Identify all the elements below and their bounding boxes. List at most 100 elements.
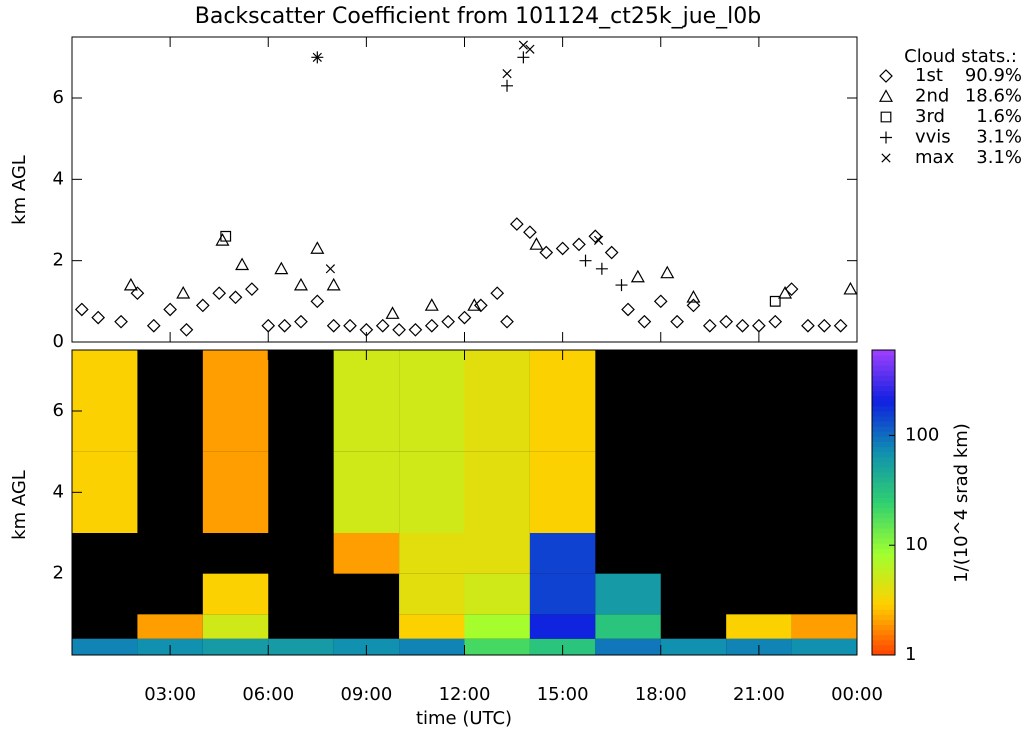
marker: [114, 314, 128, 329]
marker: [539, 245, 554, 260]
heatmap-cell: [399, 638, 465, 655]
heatmap-cell: [529, 451, 596, 533]
colorbar-segment: [872, 543, 895, 549]
marker: [752, 318, 766, 333]
colorbar-segment: [872, 380, 895, 387]
colorbar-segment: [872, 649, 895, 656]
legend-marker: [880, 111, 892, 123]
plot-frame: [71, 36, 858, 343]
marker: [843, 281, 858, 295]
marker: [637, 314, 652, 329]
colorbar-segment: [872, 365, 895, 371]
marker: [501, 79, 514, 92]
colorbar-segment: [872, 421, 895, 427]
colorbar-segment: [872, 599, 895, 605]
y-tick-label: 4: [53, 481, 64, 502]
marker: [817, 318, 832, 333]
colorbar-segment: [872, 644, 895, 651]
colorbar-segment: [872, 527, 895, 534]
y-axis-label: km AGL: [9, 470, 30, 540]
legend-label: max: [915, 147, 955, 168]
marker: [212, 286, 227, 301]
colorbar-segment: [872, 461, 895, 468]
marker: [343, 318, 357, 333]
legend-stat: 3.1%: [976, 147, 1022, 168]
chart-title: Backscatter Coefficient from 101124_ct25…: [195, 4, 762, 29]
marker: [294, 314, 308, 329]
heatmap-cell: [399, 451, 465, 533]
x-tick-label: 18:00: [635, 684, 687, 705]
legend-marker: [880, 131, 892, 144]
colorbar-tick-label: 10: [905, 534, 928, 555]
heatmap-cell: [464, 350, 530, 452]
colorbar-segment: [872, 390, 895, 397]
marker: [702, 318, 717, 333]
colorbar-segment: [872, 395, 895, 402]
colorbar-tick-label: 1: [905, 644, 916, 665]
marker: [74, 302, 89, 317]
colorbar-segment: [872, 360, 895, 366]
marker: [408, 322, 423, 337]
marker: [467, 298, 482, 311]
heatmap-cell: [399, 350, 465, 452]
heatmap-cell: [268, 638, 334, 655]
heatmap-cell: [202, 614, 269, 639]
marker: [424, 298, 439, 311]
marker: [769, 295, 781, 307]
marker: [523, 225, 537, 240]
x-tick-label: 09:00: [340, 684, 392, 705]
marker: [555, 241, 570, 256]
marker: [653, 294, 668, 309]
colorbar-segment: [872, 634, 895, 641]
colorbar-segment: [872, 446, 895, 453]
y-tick-label: 6: [53, 87, 64, 108]
marker: [195, 298, 210, 313]
marker: [261, 318, 276, 333]
x-tick-label: 00:00: [831, 684, 883, 705]
colorbar-segment: [872, 619, 895, 625]
colorbar-segment: [872, 466, 895, 473]
legend-stat: 3.1%: [976, 127, 1022, 148]
marker: [146, 318, 161, 333]
y-tick-label: 6: [53, 400, 64, 421]
colorbar-tick-label: 100: [905, 424, 939, 445]
marker: [375, 318, 390, 333]
colorbar-label: 1/(10^4 srad km): [951, 423, 972, 583]
colorbar-segment: [872, 411, 895, 417]
heatmap-cell: [529, 533, 596, 574]
marker: [621, 302, 635, 317]
colorbar-segment: [872, 472, 895, 478]
heatmap-cell: [529, 614, 596, 639]
colorbar-segment: [872, 431, 895, 437]
marker: [588, 229, 603, 244]
heatmap-cell: [791, 638, 857, 655]
colorbar-segment: [872, 507, 895, 514]
colorbar-segment: [872, 436, 895, 442]
marker: [424, 318, 439, 333]
colorbar-segment: [872, 502, 895, 509]
marker: [572, 237, 586, 252]
marker: [326, 277, 341, 291]
colorbar-segment: [872, 385, 895, 392]
colorbar-segment: [872, 355, 895, 361]
colorbar-segment: [872, 512, 895, 519]
marker: [595, 262, 608, 275]
colorbar-segment: [872, 594, 895, 600]
colorbar-segment: [872, 548, 895, 554]
marker: [310, 241, 325, 254]
marker: [502, 68, 512, 79]
legend-stat: 90.9%: [965, 65, 1022, 86]
colorbar-segment: [872, 416, 895, 422]
colorbar-segment: [872, 456, 895, 463]
colorbar-segment: [872, 400, 895, 407]
colorbar-segment: [872, 588, 895, 595]
marker: [615, 279, 628, 292]
marker: [735, 318, 750, 333]
heatmap-cell: [72, 350, 138, 452]
heatmap-cell: [202, 451, 269, 533]
legend-marker: [878, 89, 894, 102]
heatmap-cell: [464, 533, 530, 574]
colorbar-segment: [872, 624, 895, 631]
heatmap-cell: [464, 638, 530, 655]
